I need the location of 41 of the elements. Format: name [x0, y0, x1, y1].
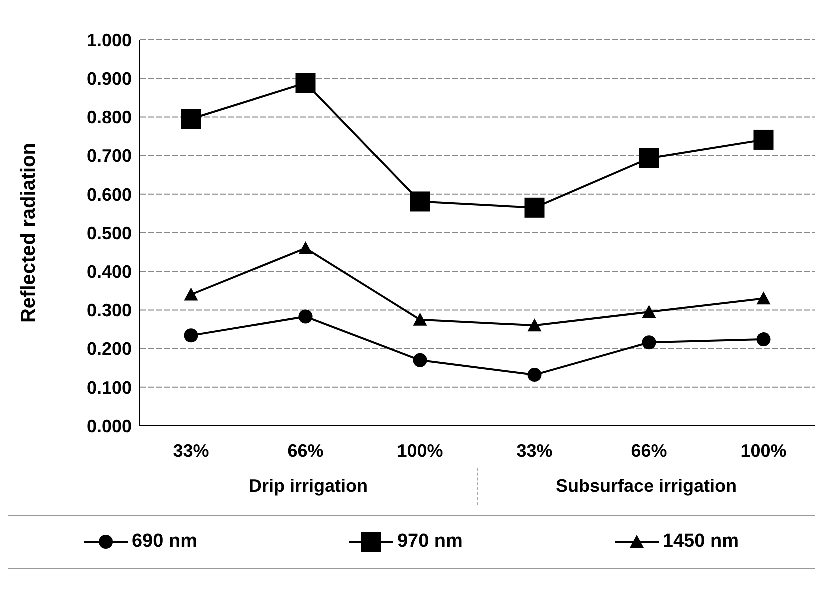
point: [298, 310, 313, 324]
x-tick-label: 100%: [397, 440, 444, 461]
y-tick-label: 0.700: [86, 146, 132, 166]
point: [756, 292, 771, 305]
text: Subsurface irrigation: [477, 468, 815, 505]
point: [528, 318, 542, 332]
point: [298, 241, 313, 254]
x-tick-label: 100%: [740, 440, 787, 461]
point: [410, 192, 430, 212]
legend-label: 690 nm: [132, 531, 198, 553]
x-tick-label: 66%: [631, 440, 668, 461]
x-tick-label: 33%: [173, 440, 210, 461]
legend-label: 970 nm: [397, 531, 463, 553]
point: [524, 198, 545, 218]
y-tick-label: 0.100: [86, 378, 132, 398]
y-tick-label: 0.800: [86, 108, 132, 128]
point: [754, 130, 774, 150]
y-tick-label: 0.000: [86, 416, 132, 436]
text: Drip irrigation: [248, 475, 369, 498]
y-tick-label: 0.500: [86, 223, 132, 244]
point: [296, 73, 316, 94]
x-tick-label: 33%: [516, 440, 553, 461]
point: [413, 353, 428, 368]
y-tick-label: 1.000: [86, 30, 132, 50]
y-tick-label: 0.900: [86, 68, 132, 89]
x-tick-label: 66%: [288, 440, 324, 461]
point: [756, 332, 771, 347]
point: [528, 368, 542, 382]
point: [184, 328, 198, 343]
point: [639, 148, 660, 168]
point: [642, 305, 656, 318]
y-tick-label: 0.200: [86, 339, 132, 360]
point: [642, 336, 656, 350]
y-axis-title: Reflected radiation: [18, 142, 40, 324]
y-tick-label: 0.300: [86, 300, 132, 321]
y-tick-label: 0.600: [86, 184, 132, 205]
y-tick-label: 0.400: [86, 262, 132, 282]
point: [413, 312, 428, 326]
point: [184, 288, 198, 301]
legend-label: 1450 nm: [662, 531, 739, 553]
point: [181, 109, 202, 130]
